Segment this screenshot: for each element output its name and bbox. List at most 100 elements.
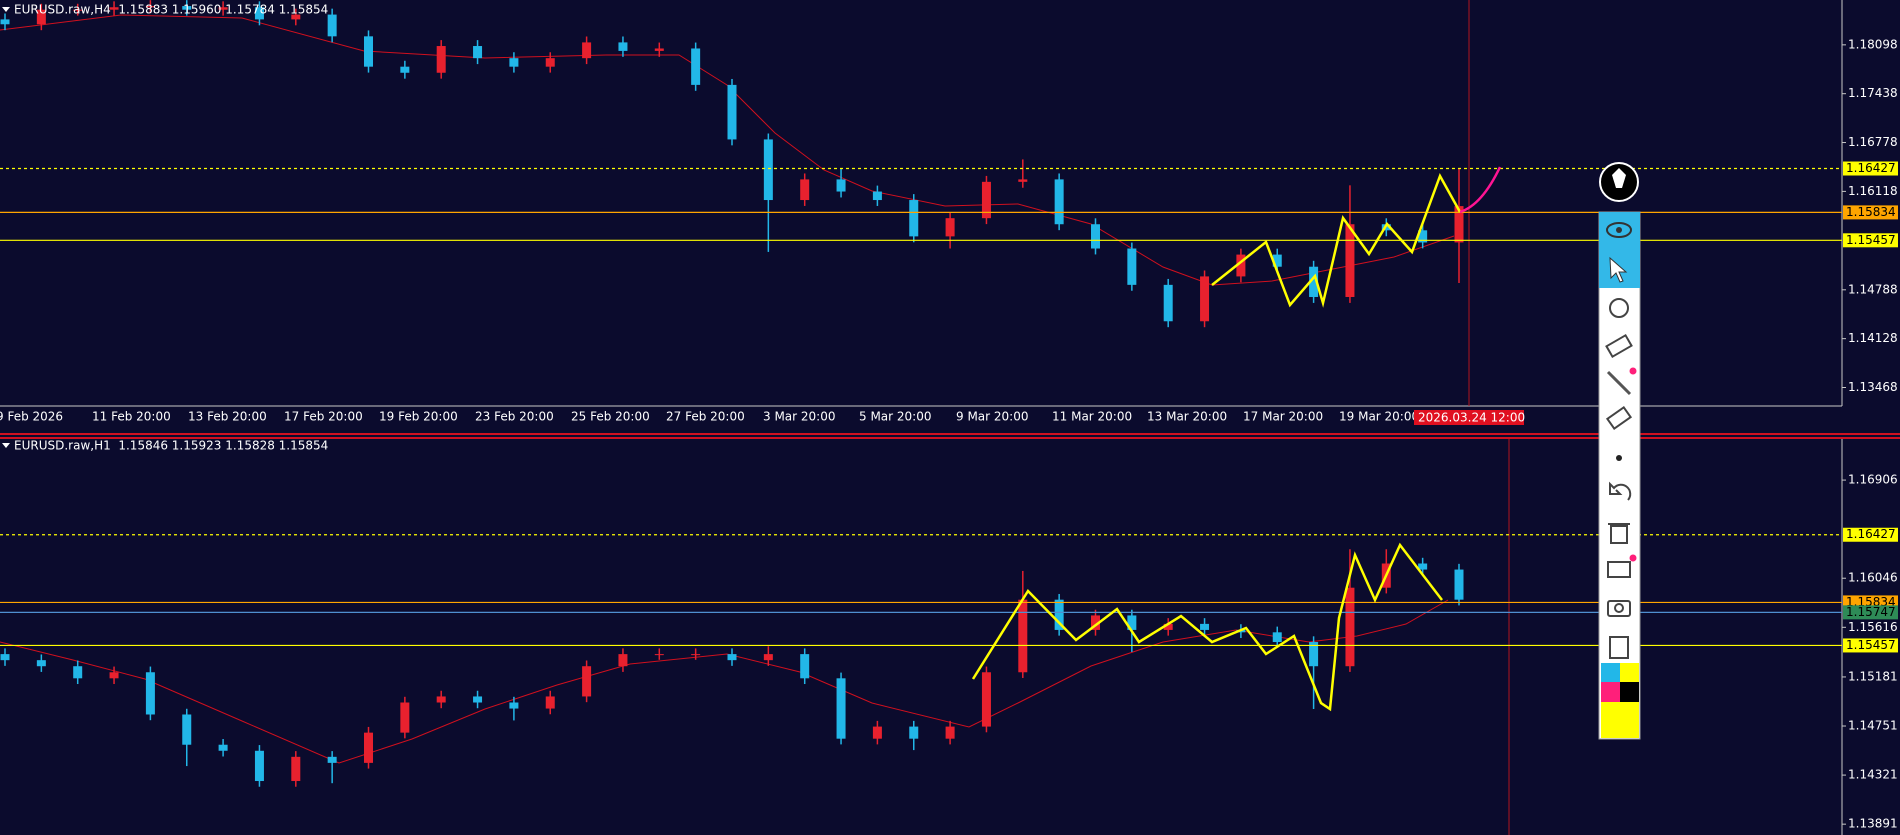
candle-body <box>1309 642 1319 667</box>
moving-average <box>0 14 1455 286</box>
candle-body <box>291 756 301 782</box>
freehand-drawing <box>1459 166 1502 214</box>
price-level-tag <box>1843 161 1898 176</box>
color-swatch[interactable] <box>1601 682 1620 702</box>
candle-body <box>73 9 83 11</box>
candle-body <box>1454 569 1464 600</box>
pen-icon <box>1612 168 1626 188</box>
delete-button[interactable] <box>1610 525 1628 544</box>
drawing-toolbar <box>1598 162 1641 740</box>
cursor-time-label: 2026.03.24 12:00 <box>1418 411 1525 425</box>
candle-body <box>763 654 773 661</box>
candle-body <box>291 14 301 20</box>
candle-body <box>582 666 592 697</box>
candle-body <box>0 19 10 25</box>
line-tool[interactable] <box>1606 370 1632 396</box>
candle-body <box>1418 563 1428 570</box>
price-level-label: 1.16427 <box>1846 161 1896 175</box>
candle-body <box>727 84 737 140</box>
candle-body <box>691 48 701 85</box>
screen-tool[interactable] <box>1607 561 1631 578</box>
candle-body <box>872 191 882 201</box>
candle-body <box>364 36 373 67</box>
tool-indicator <box>1629 367 1637 375</box>
price-level-tag <box>1843 527 1898 542</box>
candle-body <box>1236 254 1246 277</box>
candle-body <box>327 756 337 763</box>
chart-header: EURUSD.raw,H4 1.15883 1.15960 1.15784 1.… <box>14 3 328 17</box>
chart-header: EURUSD.raw,H1 1.15846 1.15923 1.15828 1.… <box>14 439 328 453</box>
price-level-tag <box>1843 605 1898 620</box>
candle-body <box>981 672 991 727</box>
color-swatch[interactable] <box>1601 663 1620 682</box>
price-tick-label: 1.16046 <box>1848 571 1898 585</box>
current-color[interactable] <box>1601 702 1639 738</box>
price-level-tag <box>1843 233 1898 248</box>
candle-body <box>763 139 773 201</box>
candle-body <box>436 696 446 703</box>
candle-body <box>800 179 810 201</box>
clipboard-button[interactable] <box>1609 636 1629 659</box>
time-label: 11 Mar 20:00 <box>1052 410 1132 424</box>
candle-body <box>945 218 955 237</box>
tool-indicator <box>1629 554 1637 562</box>
candle-body <box>1272 254 1282 267</box>
candle-body <box>981 181 991 219</box>
candle-body <box>1200 623 1210 630</box>
candle-body <box>254 7 264 20</box>
candle-body <box>0 654 10 661</box>
candle-body <box>618 654 628 667</box>
price-level-label: 1.16427 <box>1846 527 1896 541</box>
candle-body <box>1163 284 1173 322</box>
dot-tool[interactable] <box>1616 455 1622 461</box>
moving-average <box>0 599 1449 764</box>
price-tick-label: 1.14128 <box>1848 331 1898 345</box>
candle-body <box>1127 615 1137 630</box>
time-label: 9 Mar 20:00 <box>956 410 1029 424</box>
price-tick-label: 1.15616 <box>1848 620 1898 634</box>
candle-body <box>1091 615 1100 630</box>
undo-button[interactable] <box>1609 481 1632 501</box>
candle-body <box>654 48 664 51</box>
price-tick-label: 1.13468 <box>1848 380 1898 394</box>
candle-body <box>1018 179 1028 182</box>
pointer-tool[interactable] <box>1609 256 1628 283</box>
time-label: 27 Feb 20:00 <box>666 410 745 424</box>
screenshot-button[interactable] <box>1607 600 1631 617</box>
price-level-tag <box>1843 638 1898 653</box>
price-level-label: 1.15747 <box>1846 605 1896 619</box>
candle-body <box>473 696 483 703</box>
price-tick-label: 1.14321 <box>1848 768 1898 782</box>
candle-body <box>73 666 83 679</box>
candle-body <box>909 726 919 739</box>
candle-body <box>109 7 119 10</box>
candle-body <box>145 6 155 8</box>
candle-body <box>545 58 555 67</box>
candle-body <box>1345 587 1355 667</box>
candle-body <box>218 7 228 10</box>
candle-body <box>509 702 519 709</box>
candle-body <box>145 672 155 715</box>
candle-body <box>327 14 337 37</box>
time-label: 19 Mar 20:00 <box>1339 410 1419 424</box>
price-tick-label: 1.18098 <box>1848 37 1898 51</box>
highlighter-tool[interactable] <box>1605 405 1633 431</box>
compass-tool[interactable] <box>1609 298 1629 318</box>
camera-lens <box>1614 603 1624 613</box>
color-swatch[interactable] <box>1620 663 1639 682</box>
zigzag-drawing <box>971 542 1443 712</box>
candle-body <box>400 702 410 733</box>
header-arrow <box>2 7 10 12</box>
eye-tool[interactable] <box>1606 222 1632 238</box>
candle-body <box>509 58 519 67</box>
candle-body <box>254 750 264 782</box>
candle-body <box>618 42 628 51</box>
eraser-tool[interactable] <box>1605 333 1633 359</box>
price-tick-label: 1.17438 <box>1848 86 1898 100</box>
candle-body <box>691 654 701 656</box>
candle-body <box>545 696 555 709</box>
candle-body <box>473 46 483 59</box>
color-swatch[interactable] <box>1620 682 1639 702</box>
price-tick-label: 1.16778 <box>1848 135 1898 149</box>
